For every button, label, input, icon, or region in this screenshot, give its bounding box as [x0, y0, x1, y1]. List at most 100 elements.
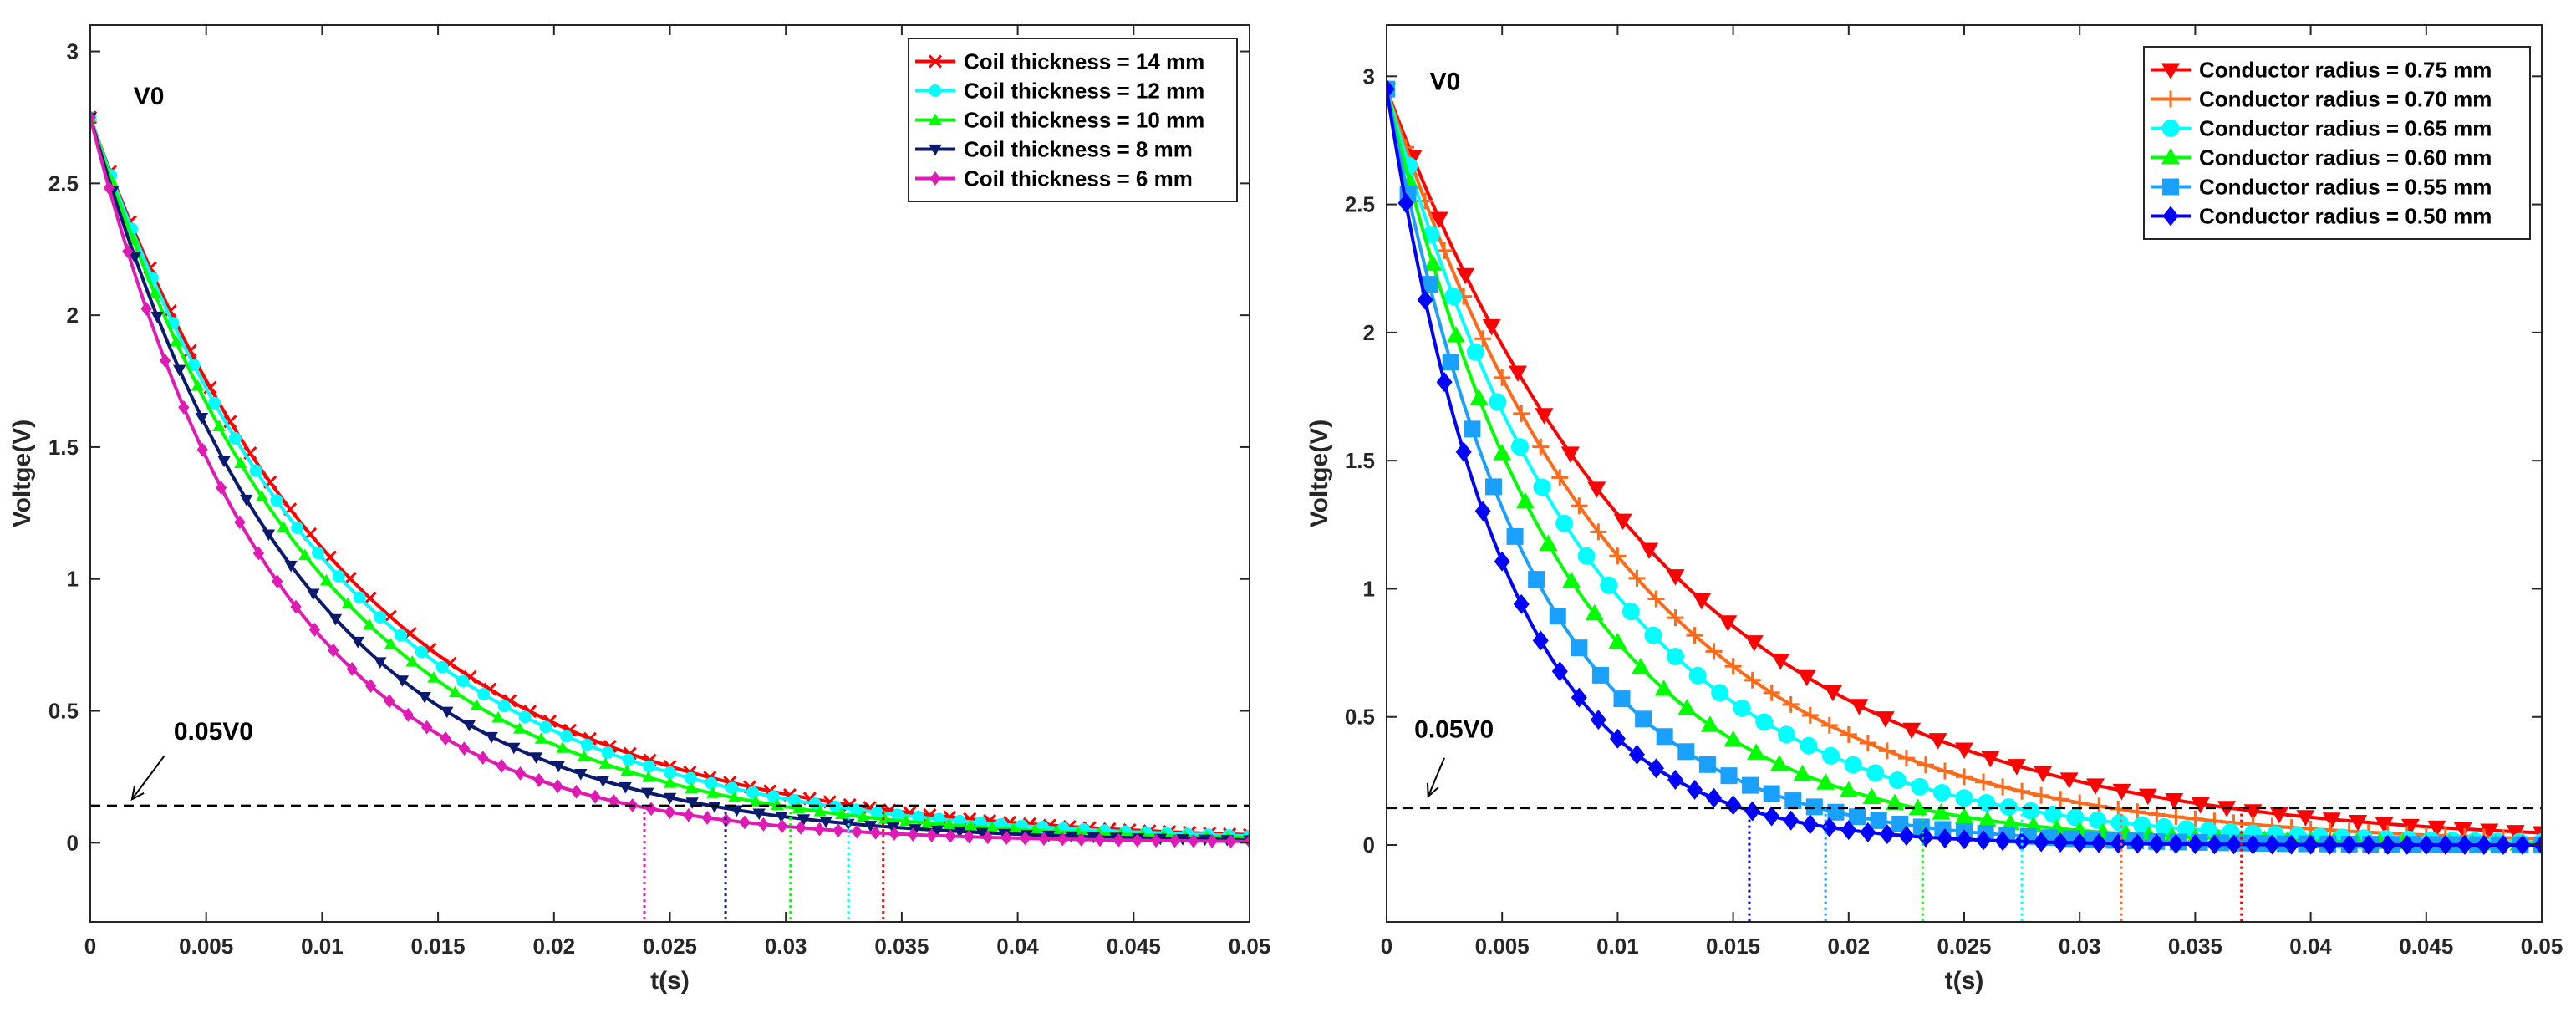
- data-point: [685, 781, 698, 793]
- data-point: [560, 730, 573, 743]
- legend-swatch-marker: [2161, 63, 2180, 79]
- data-point: [1898, 826, 1915, 847]
- data-point: [2399, 834, 2416, 855]
- x-tick-label: 0.02: [532, 934, 575, 959]
- data-point: [975, 827, 989, 840]
- data-point: [2380, 834, 2396, 855]
- x-tick-label: 0.03: [765, 934, 807, 959]
- data-point: [589, 789, 601, 804]
- legend-swatch-marker: [2161, 148, 2180, 165]
- data-point: [485, 731, 498, 744]
- data-point: [1076, 832, 1087, 847]
- data-point: [757, 817, 770, 832]
- legend-label: Conductor radius = 0.75 mm: [2199, 58, 2492, 83]
- data-point: [1621, 603, 1640, 621]
- data-point: [2090, 832, 2107, 853]
- data-point: [641, 787, 654, 800]
- data-point: [2456, 834, 2473, 855]
- data-point: [619, 781, 632, 794]
- data-point: [122, 244, 134, 259]
- data-point: [2167, 808, 2185, 826]
- data-point: [1591, 666, 1609, 684]
- data-point: [2296, 810, 2315, 827]
- data-point: [730, 805, 744, 817]
- data-point: [907, 827, 919, 842]
- data-point: [963, 829, 975, 844]
- data-point: [1442, 354, 1459, 371]
- data-point: [2088, 811, 2106, 829]
- data-point: [491, 710, 505, 723]
- data-point: [1844, 756, 1862, 774]
- data-point: [1879, 824, 1896, 845]
- data-point: [1000, 831, 1012, 845]
- data-point: [1723, 730, 1743, 747]
- data-point: [159, 354, 171, 368]
- data-point: [458, 741, 471, 756]
- data-point: [1782, 695, 1800, 713]
- y-tick-label: 2: [67, 303, 79, 328]
- data-point: [1150, 833, 1162, 848]
- data-point: [1647, 590, 1665, 608]
- data-point: [1640, 542, 1659, 559]
- left-series-group: [90, 110, 1250, 849]
- data-point: [1744, 635, 1764, 652]
- data-point: [462, 720, 476, 732]
- data-point: [1087, 832, 1100, 844]
- data-point: [2013, 782, 2031, 800]
- data-point: [395, 629, 408, 642]
- data-point: [1387, 79, 1395, 99]
- x-tick-label: 0.035: [2168, 934, 2222, 959]
- data-point: [2437, 834, 2454, 855]
- data-point: [1509, 365, 1528, 383]
- data-point: [909, 824, 922, 836]
- data-point: [418, 691, 431, 704]
- legend-swatch-marker: [2162, 178, 2179, 196]
- data-point: [643, 760, 656, 773]
- data-point: [926, 828, 938, 842]
- data-point: [1797, 669, 1816, 687]
- data-point: [1800, 736, 1818, 755]
- data-point: [2013, 831, 2030, 852]
- data-point: [2191, 797, 2210, 814]
- legend-label: Coil thickness = 12 mm: [964, 79, 1204, 104]
- data-point: [1876, 711, 1895, 728]
- data-point: [440, 731, 451, 746]
- y-tick-label: 1.5: [1345, 448, 1375, 473]
- data-point: [518, 710, 532, 724]
- x-tick-label: 0.035: [874, 934, 929, 959]
- data-point: [514, 766, 527, 781]
- data-point: [685, 797, 699, 809]
- data-point: [507, 742, 521, 755]
- data-point: [208, 396, 221, 410]
- data-point: [1859, 735, 1876, 752]
- data-point: [298, 548, 312, 561]
- data-point: [2418, 834, 2435, 855]
- data-point: [2360, 834, 2377, 855]
- data-point: [1932, 803, 1951, 820]
- data-point: [1891, 815, 1909, 832]
- data-point: [539, 720, 552, 734]
- data-point: [1769, 754, 1789, 771]
- data-point: [1686, 627, 1703, 644]
- y-tick-label: 2.5: [1345, 192, 1375, 217]
- data-point: [1793, 764, 1812, 781]
- data-point: [2001, 813, 2020, 831]
- data-point: [886, 822, 899, 834]
- threshold-annotation: 0.05V0: [174, 718, 253, 746]
- data-point: [1955, 789, 1973, 807]
- data-point: [2129, 803, 2146, 821]
- data-point: [1700, 715, 1719, 732]
- data-point: [1677, 743, 1695, 761]
- data-point: [150, 311, 164, 323]
- data-point: [942, 817, 956, 830]
- data-point: [1706, 787, 1723, 808]
- data-point: [2514, 834, 2531, 855]
- data-point: [1590, 710, 1606, 730]
- data-point: [195, 413, 209, 425]
- data-point: [1975, 830, 1992, 851]
- data-point: [1482, 318, 1501, 336]
- data-point: [341, 597, 354, 609]
- legend-swatch-marker: [929, 113, 942, 125]
- x-tick-label: 0: [1381, 934, 1392, 959]
